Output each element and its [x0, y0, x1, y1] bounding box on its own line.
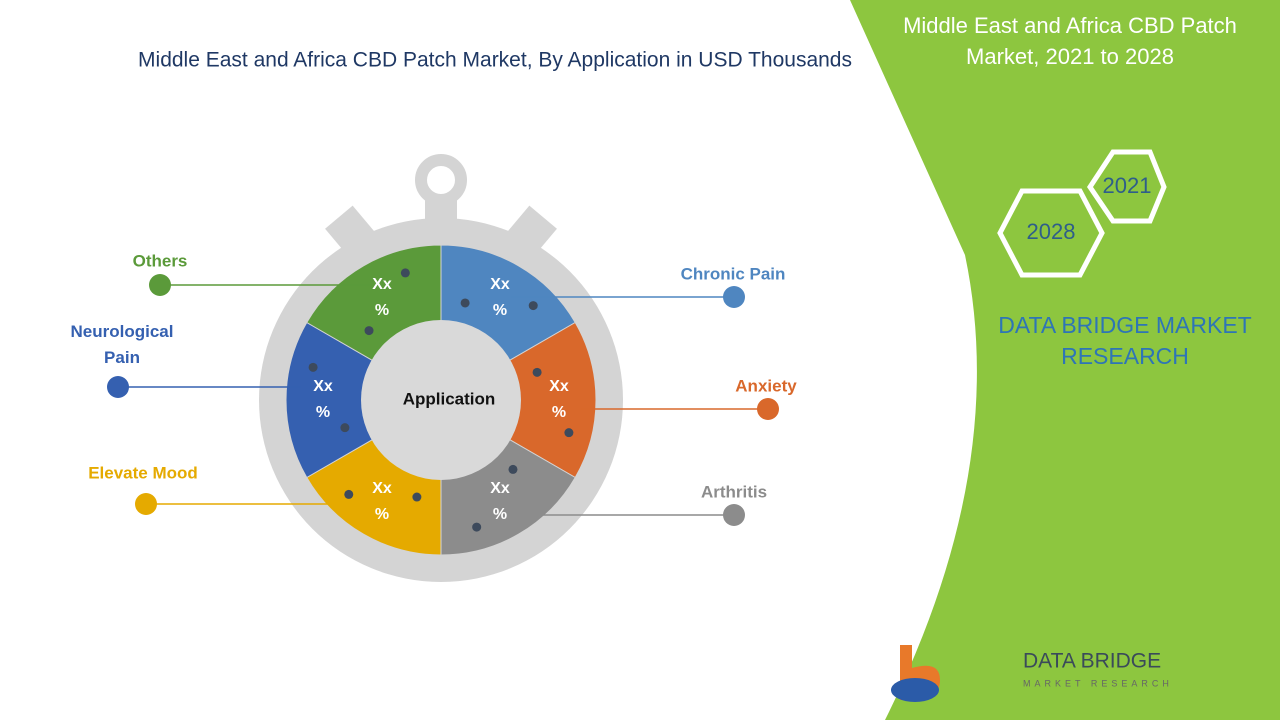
value-label: Xx %: [372, 275, 392, 319]
value-label: Xx %: [490, 480, 510, 524]
legend-dot: [757, 398, 779, 420]
legend-dot: [107, 376, 129, 398]
side-panel: [850, 0, 1280, 720]
hexagon: [1086, 149, 1167, 224]
marker-dot: [344, 489, 354, 499]
value-label: Xx %: [372, 480, 392, 524]
marker-dot: [340, 423, 350, 433]
legend-label: Elevate Mood: [88, 463, 198, 482]
side-title: Middle East and Africa CBD Patch Market,…: [903, 13, 1237, 69]
year: 2028: [1027, 219, 1076, 244]
marker-dot: [400, 268, 410, 278]
legend-label: Chronic Pain: [681, 264, 786, 283]
side-title-box: Middle East and Africa CBD Patch Market,…: [903, 13, 1237, 69]
logo-tagline: MARKET RESEARCH: [1023, 678, 1173, 688]
legend-dot: [149, 274, 171, 296]
center-disc: [361, 320, 521, 480]
marker-dot: [564, 428, 574, 438]
legend-label: Others: [133, 251, 188, 270]
value-label: Xx %: [313, 378, 333, 421]
marker-dot: [508, 464, 518, 474]
brand-box: DATA BRIDGE MARKET RESEARCH: [998, 312, 1252, 369]
marker-dot: [364, 326, 374, 336]
year: 2021: [1103, 173, 1152, 198]
marker-dot: [412, 492, 422, 502]
legend-label: Neurological Pain: [70, 322, 174, 367]
center-label: Application: [403, 389, 496, 408]
legend-box: Neurological Pain: [70, 322, 174, 367]
brand: DATA BRIDGE MARKET RESEARCH: [998, 312, 1252, 369]
watch-ring: [415, 154, 467, 206]
marker-dot: [528, 301, 538, 311]
legend-dot: [135, 493, 157, 515]
legend-label: Anxiety: [735, 376, 797, 395]
marker-dot: [308, 362, 318, 372]
hexagon: [997, 188, 1105, 278]
value-label: Xx %: [490, 275, 510, 319]
logo-icon: [891, 678, 939, 702]
legend-dot: [723, 286, 745, 308]
logo-name: DATA BRIDGE: [1023, 650, 1161, 673]
marker-dot: [472, 522, 482, 532]
legend-dot: [723, 504, 745, 526]
legend-label: Arthritis: [701, 482, 767, 501]
marker-dot: [460, 298, 470, 308]
value-label: Xx %: [549, 378, 569, 421]
title: Middle East and Africa CBD Patch Market,…: [138, 49, 852, 72]
marker-dot: [532, 367, 542, 377]
